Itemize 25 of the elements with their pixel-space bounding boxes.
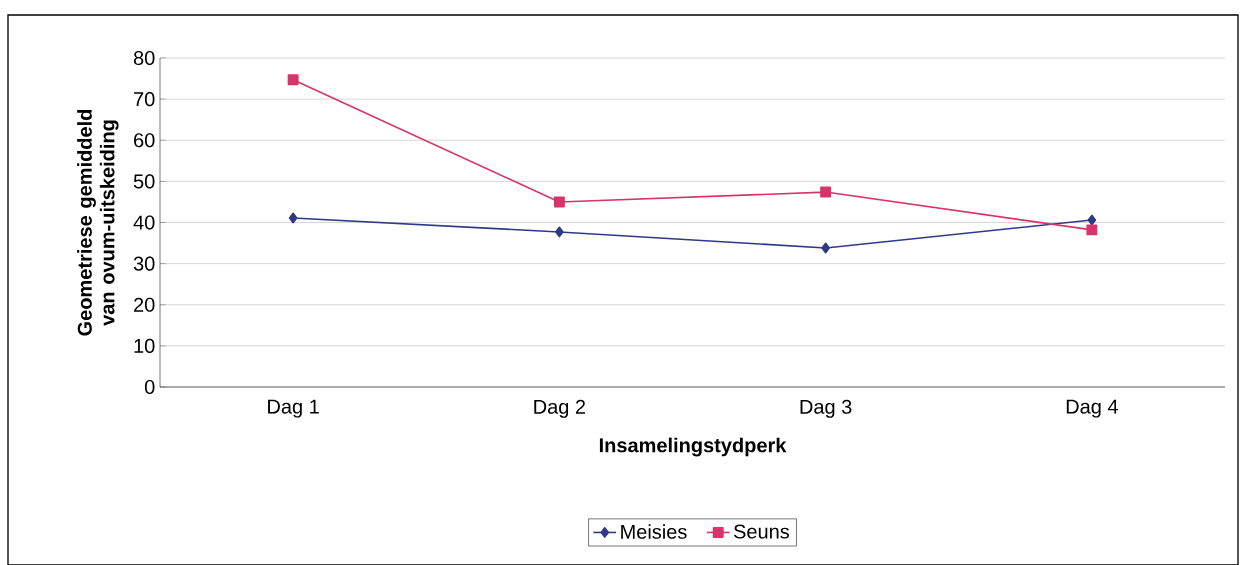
y-tick-label: 50 <box>133 174 155 189</box>
y-tick-label: 60 <box>134 133 155 148</box>
x-tick-label: Dag 4 <box>1066 399 1118 418</box>
legend-label: Meisies <box>621 524 687 539</box>
x-tick-label: Dag 2 <box>534 399 586 418</box>
y-axis-title: Geometriese gemiddeld van ovum-uitskeiding <box>77 109 119 336</box>
y-tick-label: 40 <box>133 215 155 230</box>
x-tick-label: Dag 1 <box>268 399 319 418</box>
x-tick-label: Dag 3 <box>800 399 852 418</box>
y-tick-label: 20 <box>134 297 155 312</box>
y-tick-label: 80 <box>133 50 155 66</box>
y-tick-label: 0 <box>144 379 155 395</box>
point <box>821 242 830 254</box>
legend-label: Seuns <box>733 524 790 539</box>
point <box>553 196 565 208</box>
y-tick-label: 70 <box>134 92 155 107</box>
y-tick-label: 30 <box>133 256 155 271</box>
point <box>555 226 564 238</box>
point <box>287 74 299 86</box>
y-tick-label: 10 <box>134 338 155 353</box>
point <box>288 212 298 224</box>
x-axis-title: Insamelingstydperk <box>599 437 787 457</box>
point <box>1087 214 1097 226</box>
point <box>820 186 832 198</box>
point <box>1086 224 1098 236</box>
